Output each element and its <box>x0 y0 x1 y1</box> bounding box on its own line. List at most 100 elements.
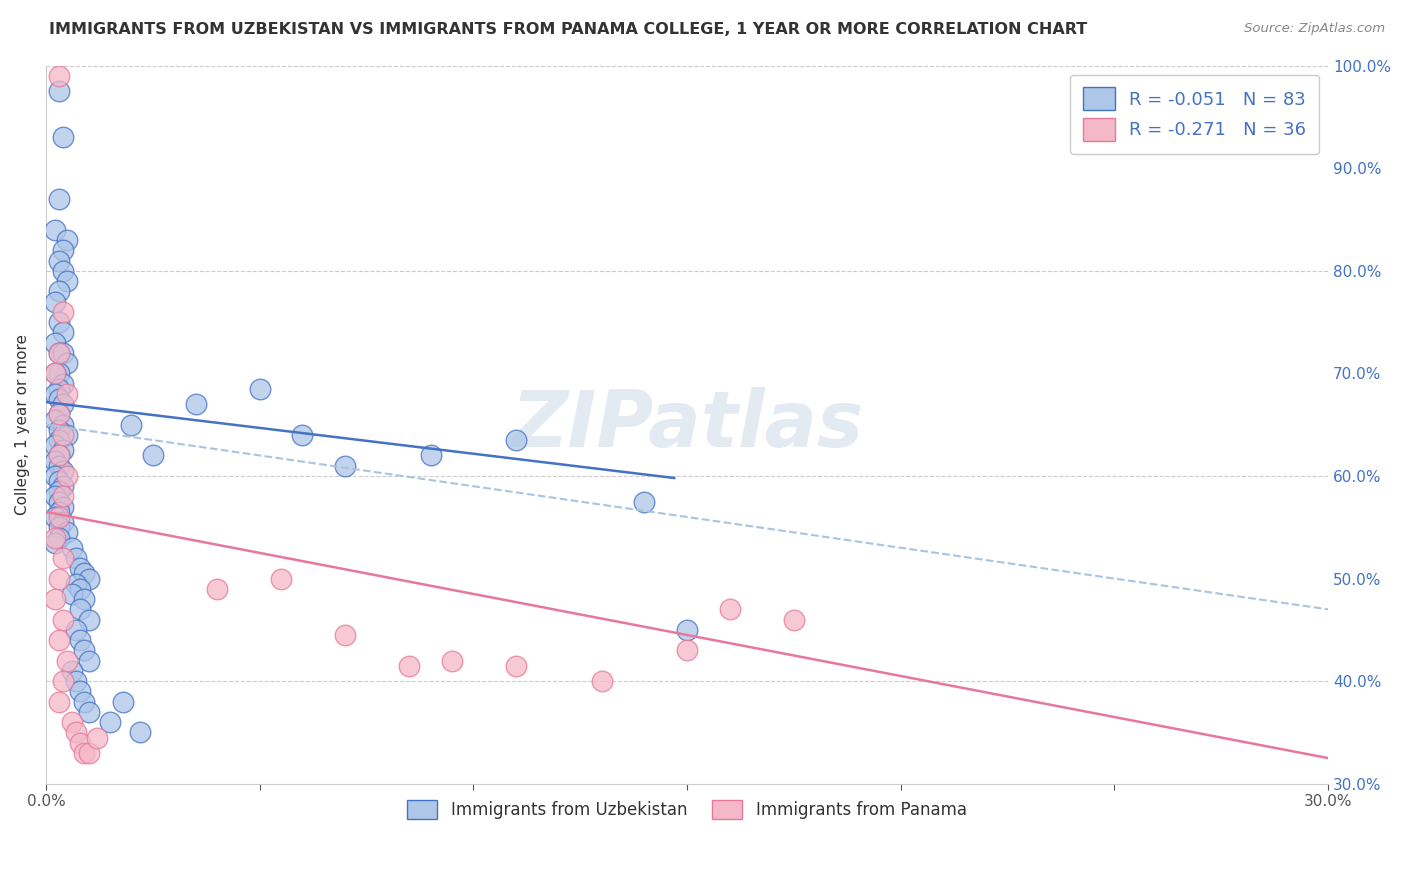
Point <box>419 449 441 463</box>
Point <box>69 561 91 575</box>
Point <box>60 715 83 730</box>
Point <box>69 602 91 616</box>
Point <box>48 449 70 463</box>
Point <box>591 674 613 689</box>
Point <box>44 335 66 350</box>
Point <box>52 264 75 278</box>
Point <box>56 274 79 288</box>
Point <box>60 664 83 678</box>
Point <box>52 130 75 145</box>
Point <box>65 725 87 739</box>
Legend: Immigrants from Uzbekistan, Immigrants from Panama: Immigrants from Uzbekistan, Immigrants f… <box>401 793 973 826</box>
Point <box>44 438 66 452</box>
Text: ZIPatlas: ZIPatlas <box>510 386 863 463</box>
Point <box>333 458 356 473</box>
Point <box>44 592 66 607</box>
Point <box>48 423 70 437</box>
Point <box>73 643 96 657</box>
Point <box>48 505 70 519</box>
Point <box>48 346 70 360</box>
Point <box>52 397 75 411</box>
Point <box>77 613 100 627</box>
Point <box>73 746 96 760</box>
Point <box>718 602 741 616</box>
Point <box>77 572 100 586</box>
Point <box>65 623 87 637</box>
Point <box>111 695 134 709</box>
Point <box>48 484 70 499</box>
Point <box>783 613 806 627</box>
Point <box>52 551 75 566</box>
Point <box>48 253 70 268</box>
Point <box>73 695 96 709</box>
Point <box>44 469 66 483</box>
Point <box>48 531 70 545</box>
Point <box>77 705 100 719</box>
Point <box>44 223 66 237</box>
Point <box>48 408 70 422</box>
Point <box>48 346 70 360</box>
Point <box>77 746 100 760</box>
Point <box>52 376 75 391</box>
Point <box>48 520 70 534</box>
Point <box>48 382 70 396</box>
Point <box>56 525 79 540</box>
Point <box>48 494 70 508</box>
Point <box>65 674 87 689</box>
Point <box>69 582 91 596</box>
Point <box>48 192 70 206</box>
Point <box>48 458 70 473</box>
Point <box>52 613 75 627</box>
Point <box>44 387 66 401</box>
Point <box>52 305 75 319</box>
Point <box>60 541 83 555</box>
Point <box>48 285 70 299</box>
Point <box>48 84 70 98</box>
Point <box>69 736 91 750</box>
Point <box>52 346 75 360</box>
Point <box>249 382 271 396</box>
Point <box>205 582 228 596</box>
Point <box>52 326 75 340</box>
Point <box>291 428 314 442</box>
Point <box>633 494 655 508</box>
Point <box>73 566 96 581</box>
Point <box>44 412 66 426</box>
Point <box>52 443 75 458</box>
Point <box>398 658 420 673</box>
Point <box>52 244 75 258</box>
Point <box>48 367 70 381</box>
Point <box>60 587 83 601</box>
Point <box>52 490 75 504</box>
Point <box>44 367 66 381</box>
Point <box>52 479 75 493</box>
Point <box>44 367 66 381</box>
Point <box>48 315 70 329</box>
Point <box>52 500 75 514</box>
Text: IMMIGRANTS FROM UZBEKISTAN VS IMMIGRANTS FROM PANAMA COLLEGE, 1 YEAR OR MORE COR: IMMIGRANTS FROM UZBEKISTAN VS IMMIGRANTS… <box>49 22 1087 37</box>
Point <box>56 654 79 668</box>
Point <box>44 535 66 549</box>
Point <box>48 449 70 463</box>
Point <box>48 572 70 586</box>
Point <box>184 397 207 411</box>
Point <box>505 433 527 447</box>
Point <box>48 69 70 83</box>
Point <box>65 551 87 566</box>
Point <box>73 592 96 607</box>
Point <box>44 490 66 504</box>
Point <box>48 408 70 422</box>
Point <box>44 294 66 309</box>
Point <box>505 658 527 673</box>
Point <box>129 725 152 739</box>
Point <box>65 576 87 591</box>
Point <box>98 715 121 730</box>
Point <box>48 695 70 709</box>
Point <box>77 654 100 668</box>
Y-axis label: College, 1 year or more: College, 1 year or more <box>15 334 30 516</box>
Point <box>56 387 79 401</box>
Point <box>270 572 292 586</box>
Point <box>44 453 66 467</box>
Point <box>52 417 75 432</box>
Text: Source: ZipAtlas.com: Source: ZipAtlas.com <box>1244 22 1385 36</box>
